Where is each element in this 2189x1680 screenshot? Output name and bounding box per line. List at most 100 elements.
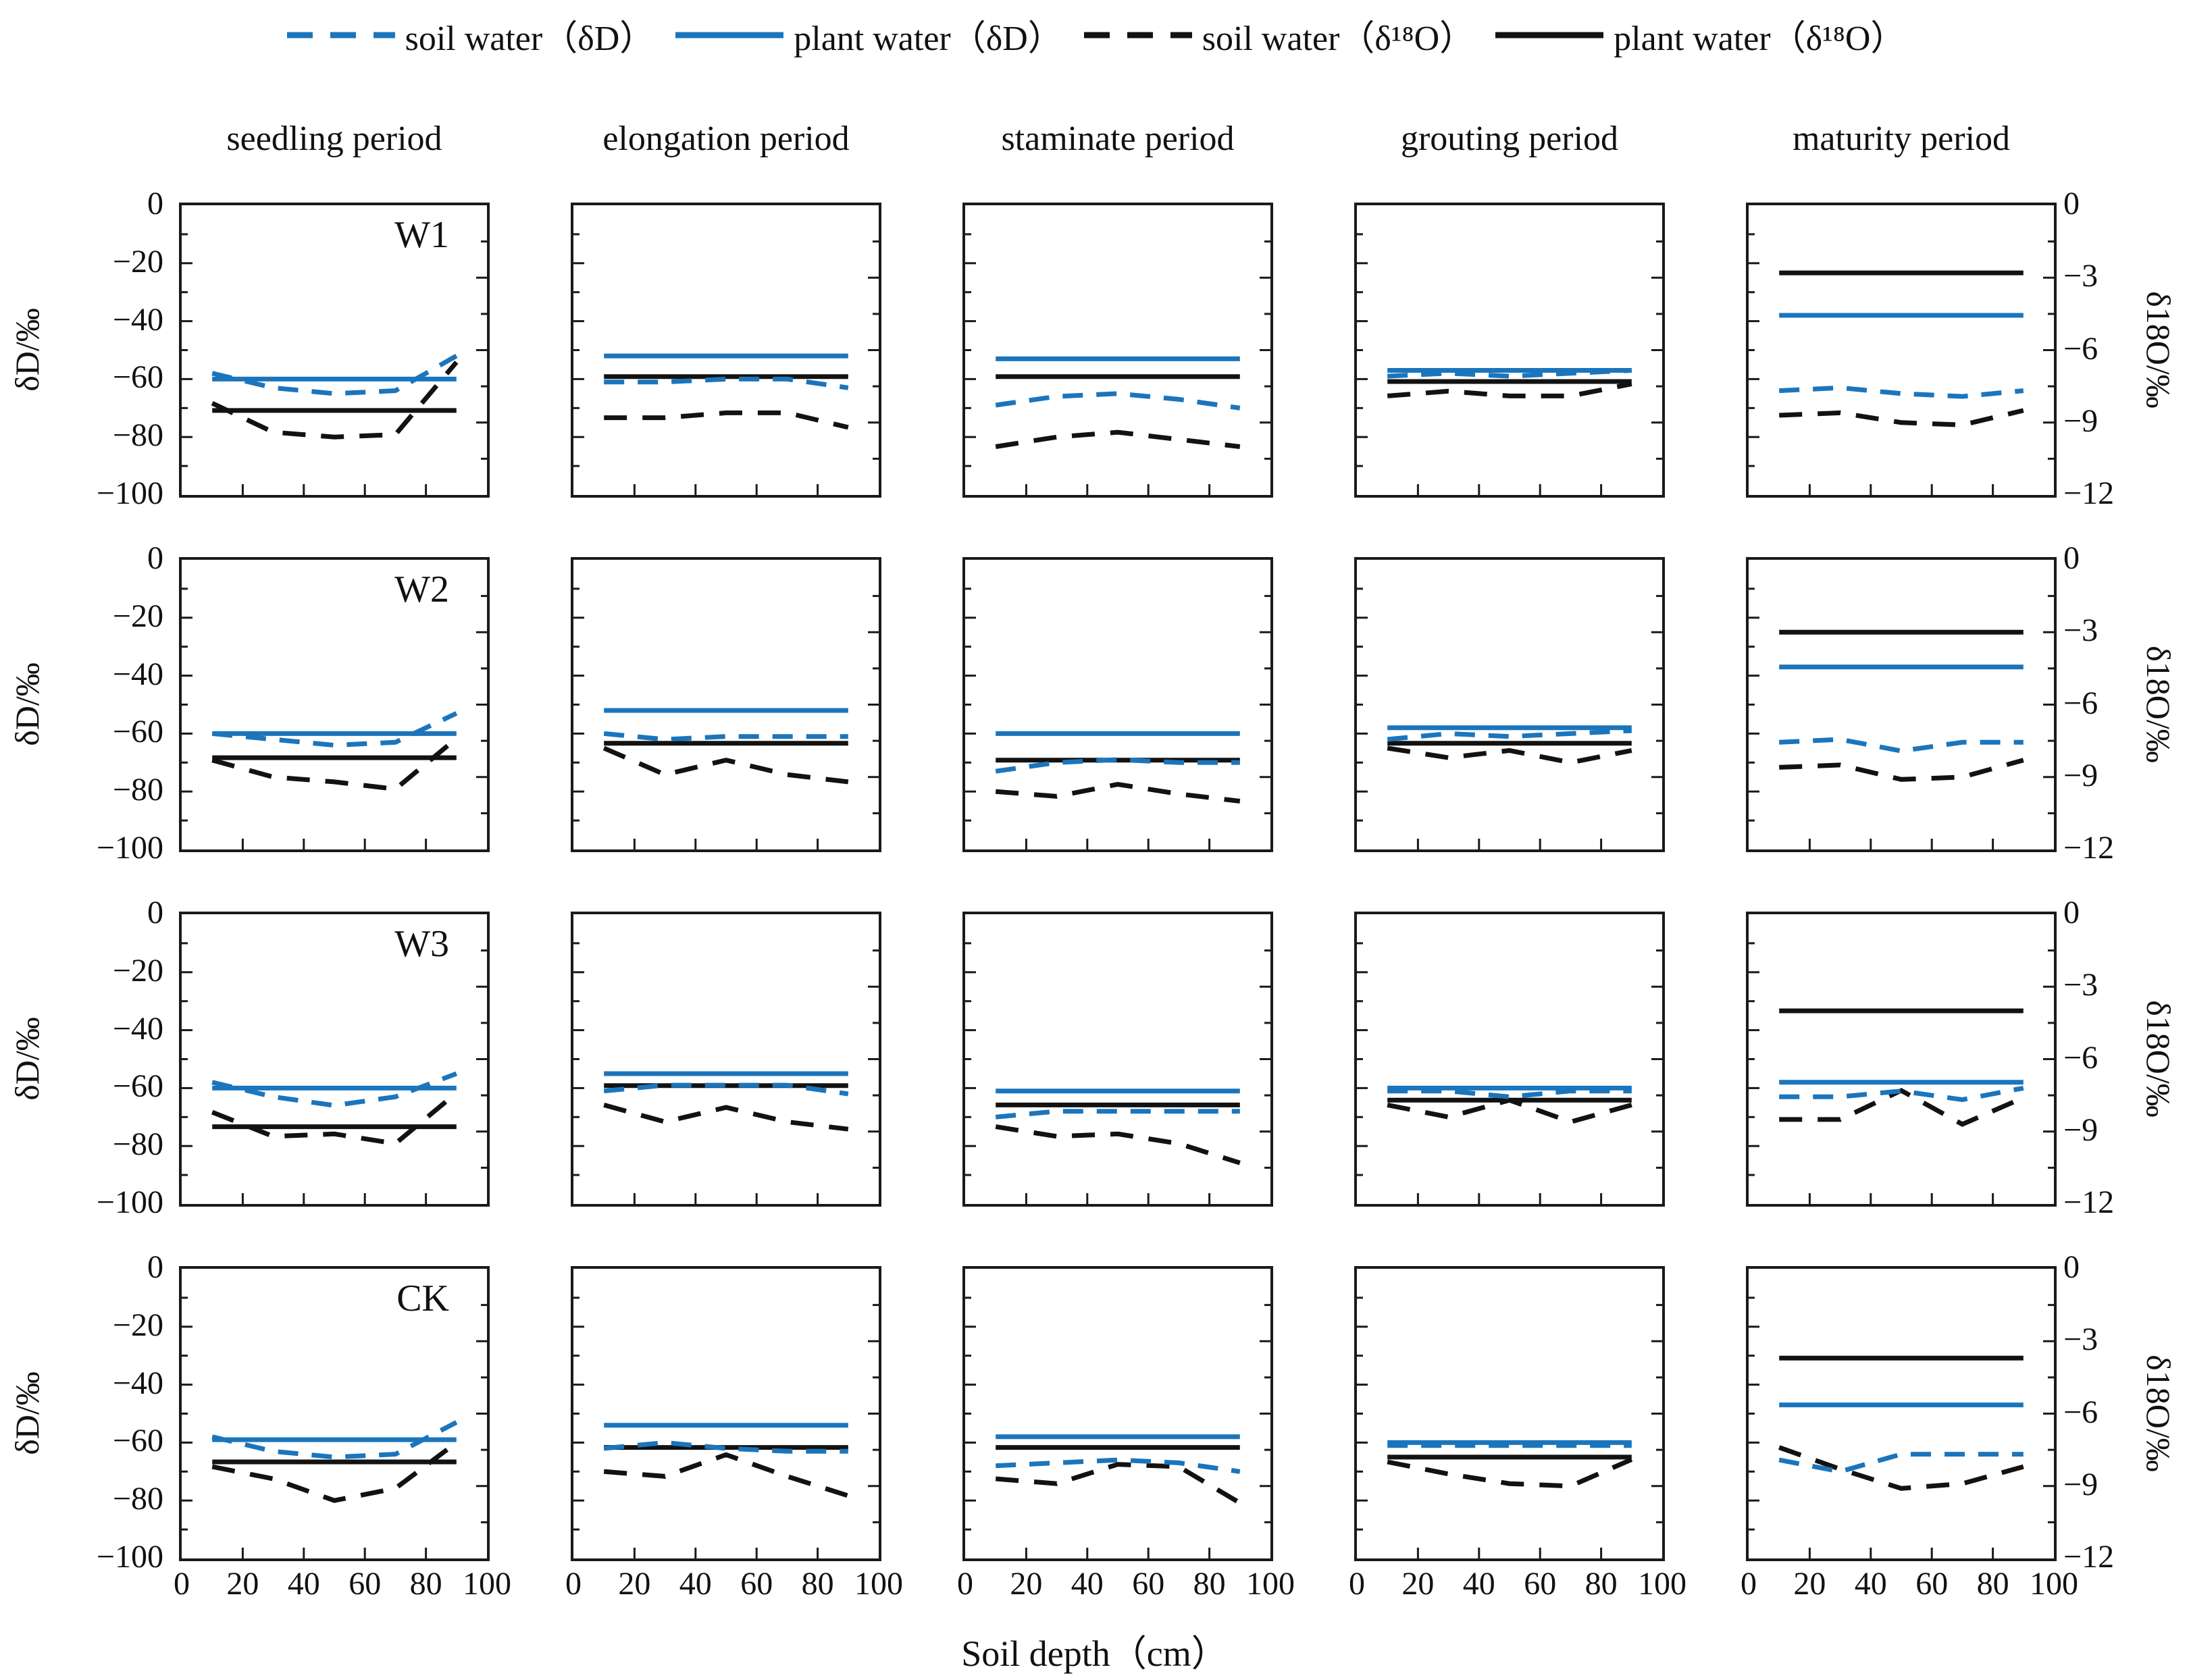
x-axis-tick-label: 20 — [1401, 1566, 1435, 1602]
left-axis-tick-label: −100 — [96, 1539, 163, 1575]
left-axis-tick-label: −100 — [96, 830, 163, 866]
left-axis-tick-label: −20 — [112, 598, 163, 634]
series-soil_water_dD — [1387, 728, 1632, 742]
x-axis-tick-label: 100 — [2030, 1566, 2078, 1602]
panel-W2-4 — [1354, 557, 1665, 852]
row-label-CK: CK — [396, 1278, 449, 1319]
legend-item-plant-water-dD: plant water（δD） — [672, 9, 1063, 60]
series-soil_water_d18O — [1387, 382, 1632, 398]
series-soil_water_d18O — [1387, 1457, 1633, 1489]
column-title-seedling: seedling period — [226, 120, 442, 158]
black-solid-line-icon — [1495, 32, 1604, 38]
left-axis-tick-label: −20 — [112, 952, 163, 989]
series-soil_water_d18O — [211, 736, 459, 792]
series-soil_water_d18O — [1779, 408, 2024, 427]
right-axis-tick-label: −12 — [2063, 475, 2115, 511]
left-axis-tick-label: −40 — [112, 1010, 163, 1047]
series-soil_water_d18O — [603, 1452, 849, 1498]
blue-dashed-line-icon — [286, 32, 395, 38]
panel-W1-4 — [1354, 203, 1665, 498]
series-soil_water_d18O — [1778, 1445, 2024, 1491]
series-soil_water_dD — [211, 354, 458, 396]
x-axis-tick-label: 0 — [1349, 1566, 1365, 1602]
panel-W1-5 — [1746, 203, 2057, 498]
series-soil_water_dD — [211, 1420, 458, 1460]
black-dashed-line-icon — [1083, 32, 1192, 38]
series-soil_water_d18O — [1779, 758, 2024, 782]
x-axis-tick-label: 80 — [1193, 1566, 1226, 1602]
panel-W2-2 — [571, 557, 881, 852]
series-soil_water_dD — [603, 1082, 849, 1097]
legend-label: soil water（δ¹⁸O） — [1202, 20, 1475, 58]
series-soil_water_dD — [211, 711, 458, 748]
series-soil_water_dD — [1779, 1085, 2024, 1103]
series-soil_water_d18O — [995, 781, 1241, 804]
left-axis-tick-label: −20 — [112, 1307, 163, 1343]
row-label-W3: W3 — [394, 923, 449, 965]
left-axis-label: δD/‰ — [8, 1017, 46, 1101]
row-label-W1: W1 — [394, 214, 449, 256]
x-axis-tick-label: 40 — [1071, 1566, 1104, 1602]
x-axis-tick-label: 60 — [740, 1566, 773, 1602]
right-axis-tick-label: 0 — [2063, 540, 2080, 576]
x-axis-tick-label: 0 — [957, 1566, 973, 1602]
series-soil_water_d18O — [211, 361, 459, 440]
right-axis-tick-label: −6 — [2063, 1039, 2098, 1076]
x-axis-tick-label: 0 — [174, 1566, 190, 1602]
series-soil_water_d18O — [995, 1462, 1241, 1505]
series-soil_water_dD — [1778, 1452, 2024, 1474]
series-soil_water_d18O — [603, 1103, 849, 1132]
series-soil_water_d18O — [1387, 1097, 1632, 1125]
panel-CK-2 — [571, 1266, 881, 1561]
x-axis-tick-label: 40 — [679, 1566, 712, 1602]
left-axis-label: δD/‰ — [8, 308, 46, 392]
series-soil_water_dD — [1387, 1088, 1632, 1099]
legend-label: plant water（δD） — [794, 20, 1063, 58]
panel-W2-1 — [179, 557, 490, 852]
x-axis-tick-label: 40 — [1854, 1566, 1887, 1602]
panel-CK-3 — [962, 1266, 1273, 1561]
right-axis-tick-label: −12 — [2063, 830, 2115, 866]
left-axis-tick-label: −60 — [112, 1068, 163, 1105]
series-soil_water_dD — [995, 1109, 1240, 1120]
left-axis-tick-label: −60 — [112, 714, 163, 750]
right-axis-tick-label: −9 — [2063, 1111, 2098, 1148]
series-soil_water_dD — [995, 757, 1240, 774]
column-title-grouting: grouting period — [1400, 120, 1619, 158]
x-axis-tick-label: 80 — [1585, 1566, 1618, 1602]
column-title-staminate: staminate period — [1001, 120, 1235, 158]
left-axis-tick-label: −100 — [96, 475, 163, 511]
x-axis-tick-label: 100 — [1246, 1566, 1295, 1602]
panel-CK-5 — [1746, 1266, 2057, 1561]
right-axis-tick-label: −3 — [2063, 967, 2098, 1003]
series-soil_water_d18O — [602, 745, 849, 785]
left-axis-tick-label: −60 — [112, 1423, 163, 1459]
x-axis-tick-label: 60 — [1132, 1566, 1165, 1602]
right-axis-tick-label: 0 — [2063, 186, 2080, 221]
legend-label: soil water（δD） — [405, 20, 655, 58]
x-axis-tick-label: 80 — [409, 1566, 442, 1602]
right-axis-tick-label: −9 — [2063, 402, 2098, 439]
left-axis-tick-label: −100 — [96, 1184, 163, 1220]
x-axis-tick-label: 0 — [1741, 1566, 1757, 1602]
x-axis-title: Soil depth（cm） — [961, 1633, 1228, 1674]
series-soil_water_dD — [996, 1457, 1241, 1474]
left-axis-tick-label: −80 — [112, 1126, 163, 1163]
right-axis-tick-label: −3 — [2063, 258, 2098, 294]
series-soil_water_d18O — [1779, 1088, 2025, 1127]
legend-item-soil-water-dD: soil water（δD） — [284, 9, 655, 60]
x-axis-tick-label: 80 — [1976, 1566, 2009, 1602]
left-axis-tick-label: 0 — [147, 895, 163, 930]
series-soil_water_dD — [211, 1071, 458, 1108]
series-soil_water_dD — [603, 731, 848, 742]
right-axis-label: δ18O/‰ — [2140, 1000, 2178, 1118]
legend: soil water（δD） plant water（δD） soil wate… — [0, 9, 2189, 60]
left-axis-tick-label: 0 — [147, 186, 163, 221]
right-axis-tick-label: 0 — [2063, 1249, 2080, 1285]
right-axis-tick-label: −6 — [2063, 685, 2098, 721]
panel-CK-4 — [1354, 1266, 1665, 1561]
blue-solid-line-icon — [675, 32, 784, 38]
panel-W3-1 — [179, 912, 490, 1207]
column-title-elongation: elongation period — [602, 120, 850, 158]
right-axis-tick-label: −3 — [2063, 612, 2098, 649]
